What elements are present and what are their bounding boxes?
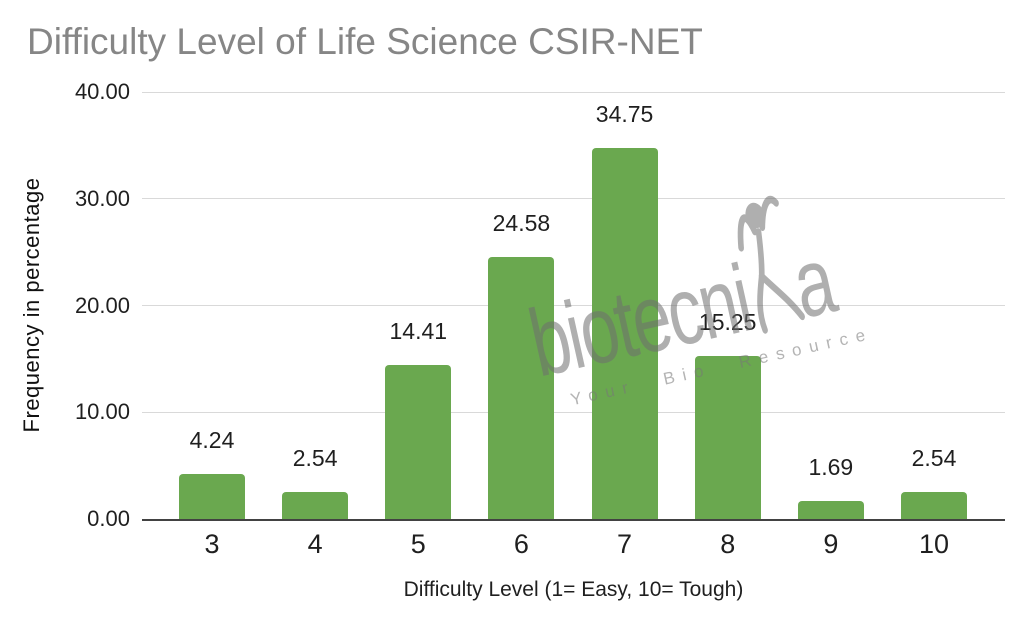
x-tick-label: 3 xyxy=(204,529,220,559)
x-tick-label: 6 xyxy=(513,529,529,559)
y-tick-label: 30.00 xyxy=(74,185,130,211)
bar-value-label: 4.24 xyxy=(189,426,235,453)
bar xyxy=(179,473,245,519)
plot-area: 40.00 30.00 20.00 10.00 0.00 4.24 3 2.54 4 14.41 5… xyxy=(75,79,1005,559)
x-tick-label: 7 xyxy=(617,529,633,559)
x-tick-label: 8 xyxy=(720,529,736,559)
bar-value-label: 1.69 xyxy=(808,453,854,480)
bar xyxy=(385,365,452,519)
bar xyxy=(591,148,658,519)
x-tick-label: 9 xyxy=(823,529,839,559)
x-axis-title: Difficulty Level (1= Easy, 10= Tough) xyxy=(403,578,744,601)
bar-value-label: 24.58 xyxy=(492,209,551,236)
x-tick-label: 10 xyxy=(918,529,950,559)
gridline xyxy=(142,305,1005,306)
gridline xyxy=(142,91,1005,93)
bar xyxy=(282,491,349,519)
chart-title: Difficulty Level of Life Science CSIR-NE… xyxy=(27,21,703,62)
bar-value-label: 2.54 xyxy=(292,444,338,471)
bar-value-label: 14.41 xyxy=(389,318,448,345)
y-tick-label: 10.00 xyxy=(74,399,130,425)
gridline xyxy=(142,198,1005,200)
y-tick-label: 40.00 xyxy=(74,79,130,104)
bar xyxy=(694,356,761,519)
y-tick-label: 20.00 xyxy=(74,292,130,318)
bar-value-label: 34.75 xyxy=(595,101,654,128)
gridline xyxy=(142,411,1005,413)
x-tick-label: 5 xyxy=(410,529,426,559)
bar xyxy=(901,491,967,519)
bar-value-label: 2.54 xyxy=(911,444,957,471)
bar xyxy=(488,256,555,519)
bar-value-label: 15.25 xyxy=(698,309,757,336)
y-tick-label: 0.00 xyxy=(87,506,130,531)
x-tick-label: 4 xyxy=(307,529,323,559)
bar xyxy=(797,500,864,519)
